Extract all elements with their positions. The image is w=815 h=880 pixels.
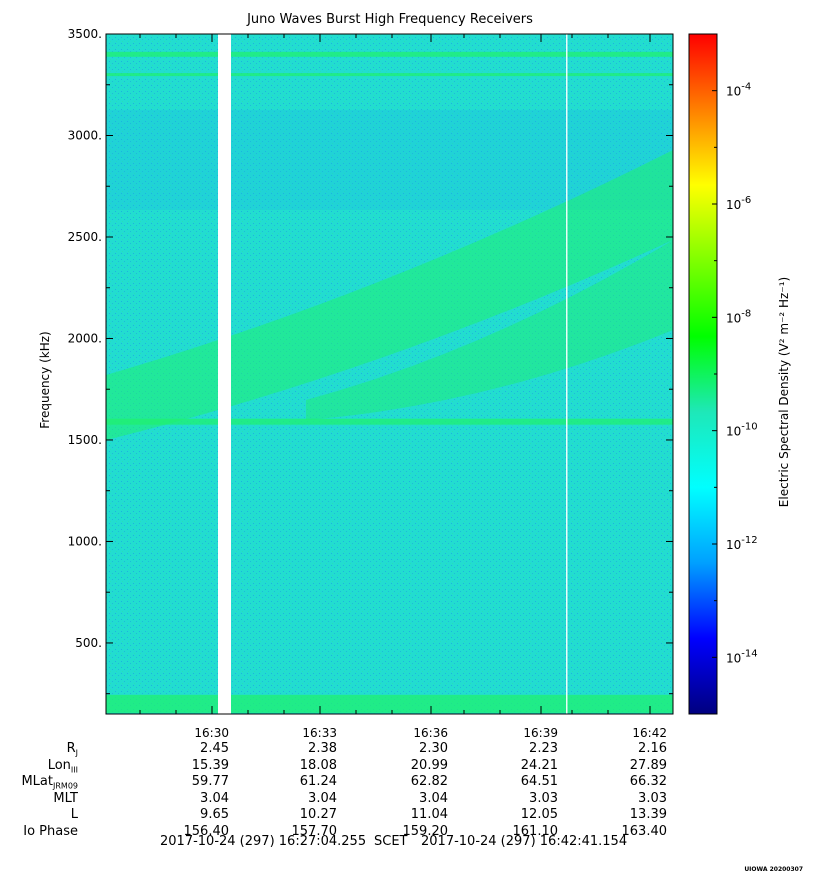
ephemeris-value: 3.03 (638, 790, 667, 806)
y-tick-label: 3500. (68, 27, 102, 41)
footer-scet: SCET (374, 834, 408, 849)
ephemeris-value: 3.03 (529, 790, 558, 806)
ephemeris-row-name: L (70, 807, 78, 822)
low-intensity-region (106, 110, 673, 210)
ephemeris-value: 66.32 (629, 774, 667, 789)
ephemeris-row-subscript: J (75, 748, 78, 758)
emission-band (106, 418, 673, 425)
colorbar-tick-label: 10-4 (726, 82, 751, 99)
colorbar-tick-exponent: -8 (741, 308, 751, 319)
emission-band (106, 51, 673, 57)
ephemeris-value: 161.10 (512, 823, 559, 839)
ephemeris-value: 62.82 (410, 774, 448, 789)
ephemeris-row-subscript: JRM09 (53, 781, 78, 791)
x-tick-label: 16:30 (194, 726, 229, 740)
ephemeris-value: 20.99 (410, 757, 448, 773)
ephemeris-row-name: R (66, 741, 76, 756)
plot-frame (105, 33, 674, 715)
ephemeris-row-name: MLat (21, 774, 53, 789)
x-tick-label: 16:36 (413, 726, 448, 740)
colorbar-tick-label: 10-10 (726, 422, 758, 439)
emission-band (106, 73, 673, 77)
ephemeris-row-label: L (2, 807, 78, 822)
ephemeris-value: 13.39 (629, 807, 667, 822)
ephemeris-row-label: LonIII (2, 758, 78, 775)
ephemeris-value: 2.38 (308, 741, 337, 756)
footer-start-time: 2017-10-24 (297) 16:27:04.255 (160, 834, 367, 849)
rising-emission-band-upper (106, 150, 673, 440)
y-tick-label: 2500. (68, 230, 102, 244)
credit-label: UIOWA 20200307 (744, 866, 803, 873)
colorbar-gradient (689, 34, 717, 714)
y-tick-label: 500. (75, 636, 102, 650)
colorbar-tick-label: 10-6 (726, 195, 751, 212)
ephemeris-value: 11.04 (410, 807, 448, 822)
footer-end-time: 2017-10-24 (297) 16:42:41.154 (421, 834, 628, 849)
colorbar-tick-label: 10-14 (726, 648, 758, 665)
ephemeris-value: 24.21 (520, 757, 558, 773)
colorbar-tick-exponent: -6 (741, 195, 751, 206)
ephemeris-value: 15.39 (191, 757, 229, 773)
x-tick-label: 16:33 (302, 726, 337, 740)
ephemeris-value: 9.65 (200, 807, 229, 822)
data-gap (218, 34, 231, 714)
ephemeris-row-label: MLatJRM09 (2, 774, 78, 791)
x-tick-label: 16:39 (523, 726, 558, 740)
ephemeris-value: 10.27 (299, 807, 337, 822)
ephemeris-value: 27.89 (629, 757, 667, 773)
ephemeris-value: 2.45 (200, 741, 229, 756)
ephemeris-value: 64.51 (520, 774, 558, 789)
ephemeris-value: 59.77 (191, 774, 229, 789)
ephemeris-value: 18.08 (299, 757, 337, 773)
colorbar-tick-exponent: -12 (741, 535, 757, 546)
ephemeris-value: 3.04 (419, 790, 448, 806)
ephemeris-value: 156.40 (183, 823, 230, 839)
chart-title: Juno Waves Burst High Frequency Receiver… (247, 12, 533, 27)
ephemeris-value: 2.23 (529, 741, 558, 756)
ephemeris-value: 157.70 (291, 823, 338, 839)
y-tick-label: 1500. (68, 433, 102, 447)
ephemeris-value: 2.30 (419, 741, 448, 756)
x-tick-label: 16:42 (632, 726, 667, 740)
y-tick-label: 3000. (68, 128, 102, 142)
ephemeris-value: 3.04 (200, 790, 229, 806)
ephemeris-row-label: MLT (2, 791, 78, 806)
colorbar-tick-exponent: -4 (741, 82, 751, 93)
ephemeris-row-subscript: III (70, 765, 78, 775)
colorbar-tick-exponent: -14 (741, 648, 757, 659)
ephemeris-row-name: Lon (47, 757, 71, 773)
emission-band (106, 694, 673, 713)
colorbar-tick-label: 10-8 (726, 308, 751, 325)
ephemeris-value: 163.40 (621, 823, 668, 839)
axes: 500. 1000. 1500. 2000. 2500. 3000. 3500. Freque… (38, 27, 674, 740)
ephemeris-value: 12.05 (520, 807, 558, 822)
colorbar-tick-exponent: -10 (741, 422, 757, 433)
ephemeris-value: 61.24 (299, 774, 337, 789)
ephemeris-value: 2.16 (638, 741, 667, 756)
ephemeris-row-label: Io Phase (2, 824, 78, 839)
data-gap-thin (566, 34, 568, 714)
ephemeris-row-name: MLT (53, 790, 78, 806)
colorbar-tick-label: 10-12 (726, 535, 758, 552)
ephemeris-row-label: RJ (2, 741, 78, 758)
ephemeris-value: 3.04 (308, 790, 337, 806)
y-tick-label: 1000. (68, 534, 102, 548)
rising-emission-band-lower (306, 240, 673, 420)
plot-area (106, 34, 673, 714)
colorbar: 10-4 10-6 10-8 10-10 10-12 10-14 Electric Spec… (688, 33, 791, 715)
y-tick-label: 2000. (68, 331, 102, 345)
ephemeris-value: 159.20 (402, 823, 449, 839)
colorbar-label: Electric Spectral Density (V² m⁻² Hz⁻¹) (777, 277, 791, 507)
y-axis-label: Frequency (kHz) (38, 331, 52, 428)
ephemeris-row-name: Io Phase (23, 823, 78, 839)
